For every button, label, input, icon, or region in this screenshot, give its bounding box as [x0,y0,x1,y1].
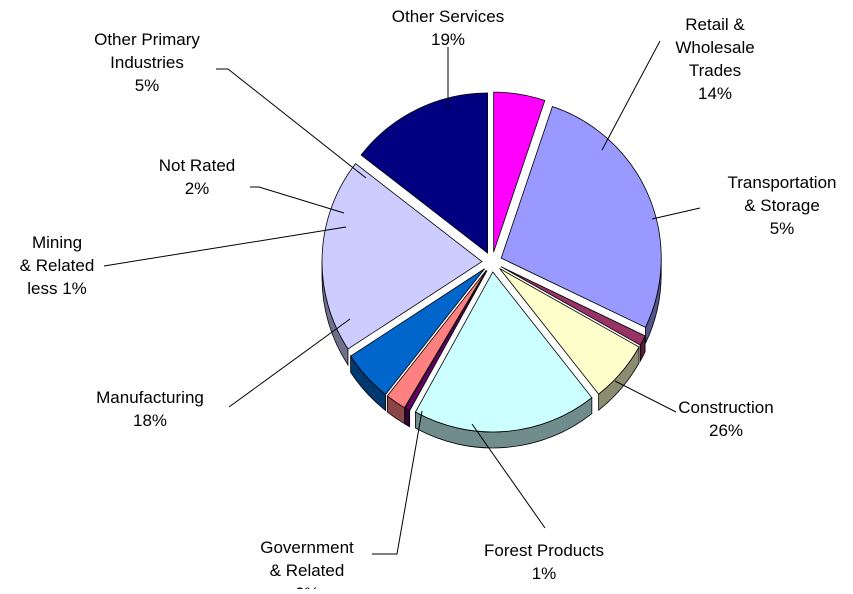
leader-line-6 [250,186,345,214]
slice-side-5 [404,407,411,428]
pie-slice-9 [360,92,488,254]
pie-slice-8 [321,163,483,350]
slice-label-5: Mining & Related less 1% [20,233,95,298]
slice-label-8: Other Services 19% [392,7,504,49]
leader-line-0 [651,207,701,220]
slice-label-3: Government& Related6% [260,538,354,589]
leader-line-1 [614,380,677,413]
slice-label-2: Forest Products 1% [484,541,604,583]
pie-slice-6 [386,269,487,409]
pie-slice-7 [350,268,485,395]
slice-label-1: Construction 26% [678,398,773,440]
pie-slice-5 [404,270,488,412]
leader-lines [103,40,701,555]
slice-sides [321,258,662,449]
pie-slice-0 [493,91,546,253]
pie-slice-3 [499,268,640,395]
leader-line-5 [103,226,347,267]
slice-label-6: Not Rated 2% [159,156,236,198]
slice-label-9: Retail & Wholesale Trades 14% [675,15,754,103]
leader-line-2 [471,423,546,529]
pie-slice-4 [414,271,593,433]
leader-line-9 [601,40,661,151]
slice-label-0: Transportation & Storage 5% [728,173,837,238]
pie-slice-1 [500,106,662,328]
slice-label-7: Other Primary Industries 5% [94,30,200,95]
leader-line-7 [216,68,367,179]
leader-line-4 [228,318,351,408]
leader-line-3 [372,410,423,555]
pie-slice-2 [500,266,646,346]
slice-label-4: Manufacturing 18% [96,388,204,430]
slice-labels: Transportation & Storage 5% Construction 26%… [20,7,837,594]
slice-tops [321,91,662,433]
